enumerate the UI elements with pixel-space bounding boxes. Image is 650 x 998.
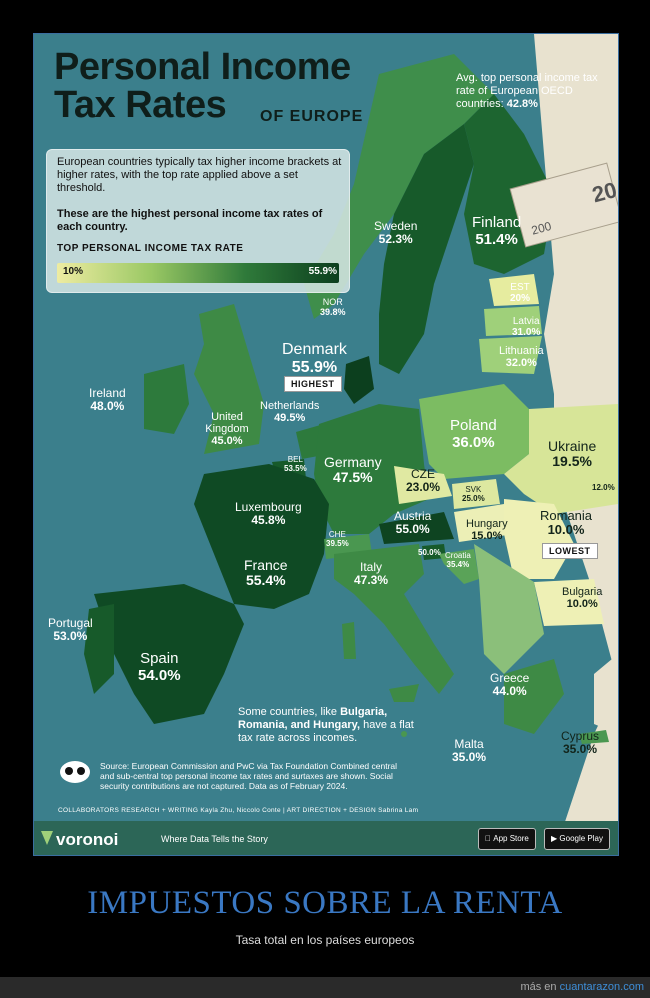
caption-subtitle: Tasa total en los países europeos (0, 933, 650, 947)
label-estonia: EST 20% (510, 282, 530, 304)
label-croatia: Croatia 35.4% (445, 552, 471, 570)
site-link[interactable]: cuantarazon.com (560, 981, 644, 993)
label-belgium: BEL 53.5% (284, 456, 307, 474)
collaborators-credit: COLLABORATORS RESEARCH + WRITING Kayla Z… (58, 807, 418, 814)
label-malta: Malta 35.0% (452, 738, 486, 764)
label-slovakia: SVK 25.0% (462, 486, 485, 504)
brand-name: voronoi (56, 830, 118, 850)
label-ireland: Ireland 48.0% (89, 387, 126, 413)
voronoi-logo-icon (40, 830, 54, 846)
legend-min: 10% (63, 266, 83, 277)
label-norway: NOR 39.8% (320, 298, 346, 318)
label-lithuania: Lithuania 32.0% (499, 345, 544, 369)
label-moldova: 12.0% (592, 484, 615, 493)
label-finland: Finland 51.4% (472, 215, 521, 248)
site-credit: más en cuantarazon.com (520, 981, 644, 993)
land-turkey (594, 654, 618, 734)
badge-lowest: LOWEST (542, 543, 598, 559)
label-czechia: CZE 23.0% (406, 468, 440, 494)
app-store-button[interactable]:  App Store (478, 828, 536, 850)
label-latvia: Latvia 31.0% (512, 316, 540, 338)
caption-title: IMPUESTOS SOBRE LA RENTA (0, 885, 650, 922)
play-icon: ▶ (551, 834, 557, 843)
flat-tax-note: Some countries, like Bulgaria, Romania, … (238, 706, 428, 745)
legend-description-bold: These are the highest personal income ta… (57, 208, 342, 234)
label-cyprus: Cyprus 35.0% (561, 730, 599, 756)
label-poland: Poland 36.0% (450, 418, 497, 451)
label-bulgaria: Bulgaria 10.0% (562, 586, 602, 610)
apple-icon:  (485, 834, 491, 843)
label-hungary: Hungary 15.0% (466, 518, 508, 542)
source-note: Source: European Commission and PwC via … (100, 761, 400, 791)
region-sicily (389, 684, 419, 702)
legend-description: European countries typically tax higher … (57, 156, 342, 195)
label-italy: Italy 47.3% (354, 561, 388, 587)
label-luxembourg: Luxembourg 45.8% (235, 501, 302, 527)
label-portugal: Portugal 53.0% (48, 617, 93, 643)
label-denmark: Denmark 55.9% (282, 341, 347, 376)
badge-highest: HIGHEST (284, 376, 342, 392)
page-subtitle: OF EUROPE (260, 108, 363, 126)
label-sweden: Sweden 52.3% (374, 220, 417, 246)
label-uk: United Kingdom 45.0% (202, 411, 252, 447)
label-switzerland: CHE 39.5% (326, 531, 349, 549)
legend-max: 55.9% (309, 266, 337, 277)
label-romania: Romania 10.0% (540, 509, 592, 538)
region-denmark (344, 356, 374, 404)
brand-footer: voronoi Where Data Tells the Story  App… (34, 821, 618, 855)
label-france: France 55.4% (244, 558, 288, 589)
label-netherlands: Netherlands 49.5% (260, 400, 319, 424)
label-spain: Spain 54.0% (138, 651, 181, 684)
label-greece: Greece 44.0% (490, 672, 529, 698)
brand-tagline: Where Data Tells the Story (161, 834, 268, 844)
google-play-button[interactable]: ▶ Google Play (544, 828, 610, 850)
legend-label: TOP PERSONAL INCOME TAX RATE (57, 243, 243, 254)
label-ukraine: Ukraine 19.5% (548, 439, 596, 470)
label-slovenia: 50.0% (418, 549, 441, 558)
region-ireland (144, 364, 189, 434)
voronoi-mascot-icon (58, 759, 92, 785)
region-sardinia (342, 622, 356, 659)
legend-box: European countries typically tax higher … (46, 149, 350, 293)
region-italy (334, 544, 454, 694)
label-germany: Germany 47.5% (324, 455, 382, 486)
average-note: Avg. top personal income tax rate of Eur… (456, 72, 606, 111)
legend-color-scale (57, 263, 339, 283)
label-austria: Austria 55.0% (394, 510, 431, 536)
infographic-frame: 20 200 Personal Income Tax Rates OF EUROP… (33, 33, 619, 856)
